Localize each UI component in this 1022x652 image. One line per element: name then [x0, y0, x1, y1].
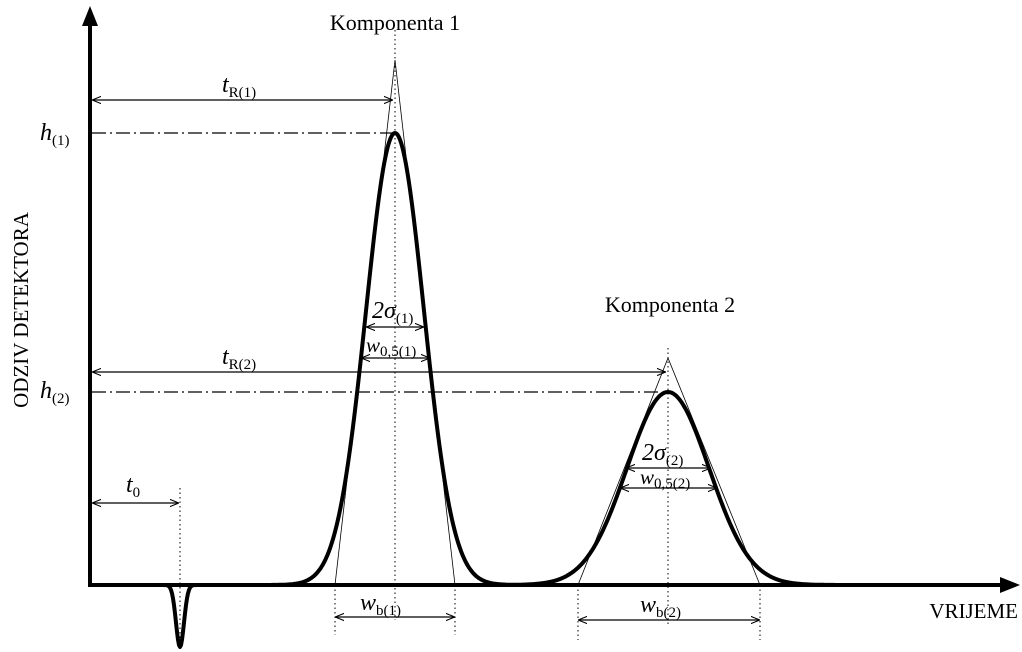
peak1-title: Komponenta 1 [330, 10, 460, 35]
tr1-label: tR(1) [222, 72, 256, 101]
label-sub: b(2) [656, 605, 681, 621]
label-sub: R(2) [229, 357, 257, 373]
label-sub: 0,5(2) [654, 476, 690, 492]
label-base: w [366, 333, 380, 357]
label-sub: (1) [52, 133, 70, 149]
chromatogram-trace [91, 131, 1001, 649]
label-base: t [222, 72, 230, 98]
label-sub: (2) [52, 391, 70, 407]
w052-label: w0,5(2) [640, 465, 690, 492]
h2-label: h(2) [40, 378, 70, 407]
label-base: w [360, 590, 376, 616]
peak2-tangents [577, 356, 761, 586]
label-sub: (1) [396, 311, 414, 327]
label-sub: R(1) [229, 85, 257, 101]
label-sub: 0 [133, 485, 141, 501]
label-base: t [222, 344, 230, 370]
wb1-label: wb(1) [360, 590, 401, 619]
peak2-title: Komponenta 2 [605, 292, 735, 317]
label-sub: b(1) [376, 603, 401, 619]
x-axis-label: VRIJEME [929, 599, 1018, 623]
label-base: 2σ [642, 440, 667, 466]
label-base: 2σ [372, 298, 397, 324]
y-axis-arrow [82, 6, 98, 26]
tr2-label: tR(2) [222, 344, 256, 373]
h1-label: h(1) [40, 120, 70, 149]
label-sub: (2) [666, 453, 684, 469]
label-base: w [640, 465, 654, 489]
wb2-label: wb(2) [640, 592, 681, 621]
label-sub: 0,5(1) [380, 344, 416, 360]
label-base: h [40, 120, 52, 146]
label-base: t [126, 472, 134, 498]
x-axis-arrow [1000, 577, 1020, 593]
label-base: h [40, 378, 52, 404]
w051-label: w0,5(1) [366, 333, 416, 360]
sigma1-label: 2σ(1) [372, 298, 413, 327]
y-axis-label: ODZIV DETEKTORA [9, 211, 33, 408]
label-base: w [640, 592, 656, 618]
sigma2-label: 2σ(2) [642, 440, 683, 469]
t0-label: t0 [126, 472, 140, 501]
